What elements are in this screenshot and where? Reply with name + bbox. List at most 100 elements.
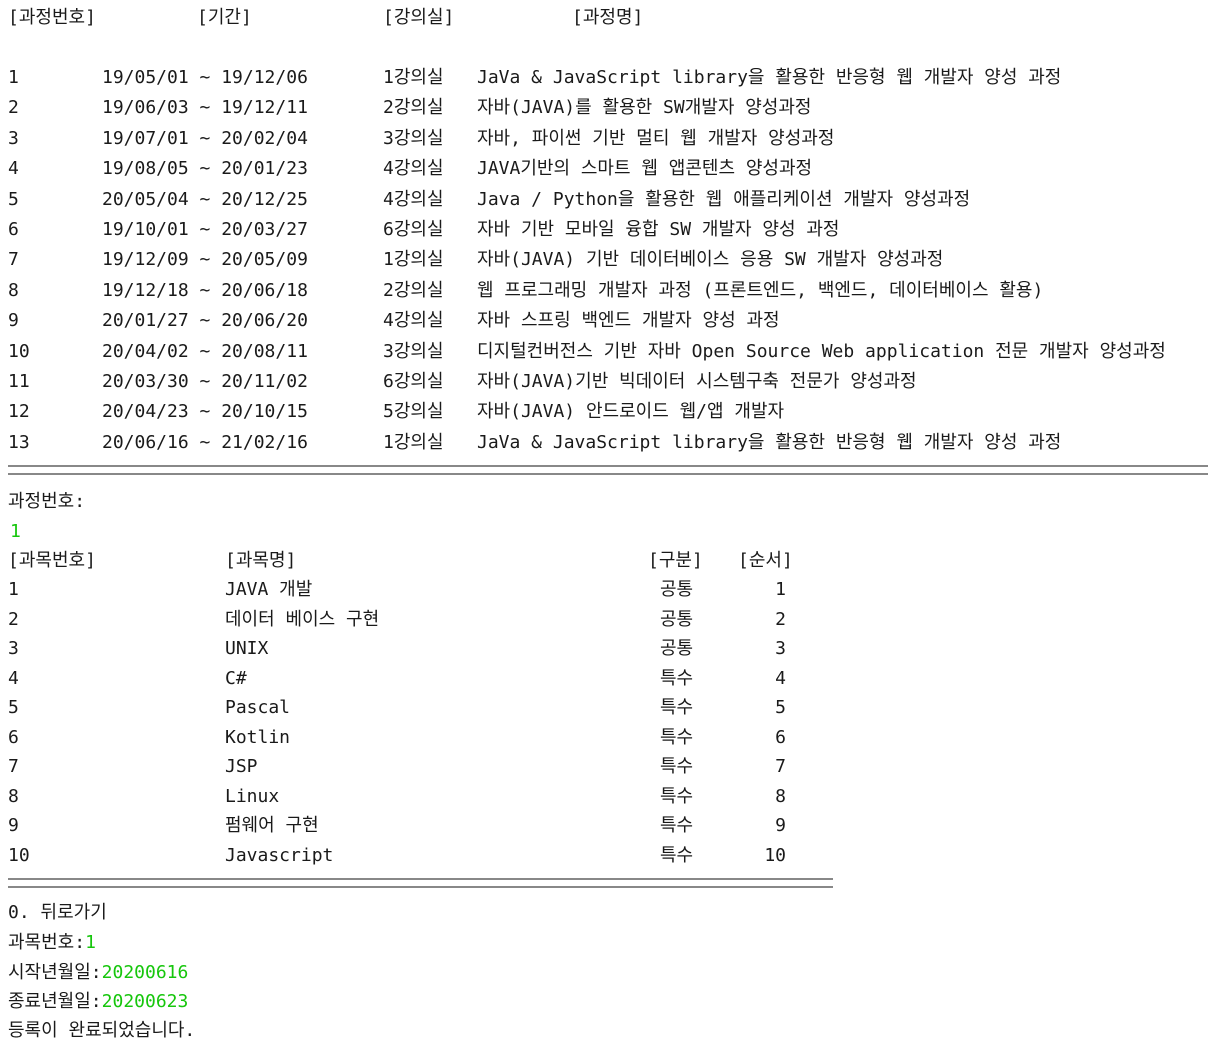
course-cell: 7 [8,249,19,271]
subject-cell: 3 [775,638,786,659]
course-cell: 4강의실 [383,310,444,332]
course-cell: 4강의실 [383,188,444,210]
subject-cell: 특수 [660,785,694,807]
subject-cell: 8 [8,785,19,807]
course-cell: 10 [8,340,30,362]
subject-cell: Pascal [225,697,291,718]
subject-cell: 2 [775,608,786,630]
course-cell: 19/05/01 ~ 19/12/06 [102,67,308,88]
course-cell: 2강의실 [383,97,444,119]
subject-cell: Javascript [225,844,334,866]
input-label: 시작년월일: [8,961,102,983]
course-cell: 2 [8,97,19,119]
course-header: [과정번호] [8,7,96,28]
course-cell: 20/04/02 ~ 20/08/11 [102,340,308,362]
course-cell: 19/10/01 ~ 20/03/27 [102,219,308,240]
course-cell: 자바(JAVA)를 활용한 SW개발자 양성과정 [477,97,812,119]
course-cell: 웹 프로그래밍 개발자 과정 (프론트엔드, 백엔드, 데이터베이스 활용) [477,279,1044,301]
course-cell: Java / Python을 활용한 웹 애플리케이션 개발자 양성과정 [477,188,971,210]
course-cell: JaVa & JavaScript library을 활용한 반응형 웹 개발자… [477,67,1062,88]
course-cell: 20/01/27 ~ 20/06/20 [102,310,308,332]
subject-cell: 2 [8,608,19,630]
course-header: [과정명] [572,7,644,28]
input-label: 과목번호: [8,932,86,953]
course-cell: 20/03/30 ~ 20/11/02 [102,371,308,392]
course-cell: 11 [8,371,30,392]
menu-item: 0. 뒤로가기 [8,902,107,923]
subject-cell: 데이터 베이스 구현 [225,608,380,630]
subject-cell: 9 [8,815,19,836]
course-cell: 8 [8,279,19,301]
course-cell: 12 [8,401,30,423]
subject-cell: 5 [775,697,786,718]
course-cell: 자바(JAVA) 기반 데이터베이스 응용 SW 개발자 양성과정 [477,249,944,271]
subject-cell: 공통 [660,638,694,659]
course-cell: 20/06/16 ~ 21/02/16 [102,431,308,453]
subject-header: [구분] [648,550,703,571]
course-cell: 19/07/01 ~ 20/02/04 [102,127,308,149]
course-header: [강의실] [383,7,455,28]
course-cell: 디지털컨버전스 기반 자바 Open Source Web applicatio… [477,340,1166,362]
course-cell: 3 [8,127,19,149]
course-cell: 3강의실 [383,340,444,362]
subject-header: [과목명] [225,550,297,571]
subject-cell: Linux [225,785,280,807]
course-cell: 자바(JAVA) 안드로이드 웹/앱 개발자 [477,401,785,423]
subject-cell: 6 [775,726,786,748]
input-value: 20200616 [101,961,189,983]
prompt-input: 1 [10,521,21,542]
subject-cell: 공통 [660,579,694,600]
message: 등록이 완료되었습니다. [8,1020,196,1041]
course-cell: 자바 기반 모바일 융합 SW 개발자 양성 과정 [477,219,840,240]
subject-cell: 9 [775,815,786,836]
subject-cell: 7 [8,756,19,777]
course-cell: JaVa & JavaScript library을 활용한 반응형 웹 개발자… [477,431,1062,453]
course-cell: 1강의실 [383,431,444,453]
input-value: 20200623 [101,991,189,1012]
subject-cell: 특수 [660,815,694,836]
course-cell: 6강의실 [383,219,444,240]
course-cell: 20/04/23 ~ 20/10/15 [102,401,308,423]
course-cell: 자바(JAVA)기반 빅데이터 시스템구축 전문가 양성과정 [477,371,917,392]
subject-cell: 5 [8,697,19,718]
subject-header: [과목번호] [8,550,96,571]
subject-cell: JSP [225,756,258,777]
subject-cell: UNIX [225,638,269,659]
subject-cell: 특수 [660,697,694,718]
subject-cell: 펌웨어 구현 [225,815,319,836]
subject-cell: 4 [8,667,19,689]
subject-cell: 특수 [660,756,694,777]
course-header: [기간] [197,7,252,28]
course-cell: JAVA기반의 스마트 웹 앱콘텐츠 양성과정 [477,158,813,180]
course-cell: 6강의실 [383,371,444,392]
course-cell: 19/12/09 ~ 20/05/09 [102,249,308,271]
subject-cell: 10 [764,844,786,866]
subject-cell: 4 [775,667,786,689]
separator [8,465,1208,475]
subject-cell: 6 [8,726,19,748]
course-cell: 19/12/18 ~ 20/06/18 [102,279,308,301]
course-cell: 6 [8,219,19,240]
course-cell: 1 [8,67,19,88]
subject-cell: 특수 [660,726,694,748]
subject-cell: C# [225,667,247,689]
input-label: 종료년월일: [8,991,102,1012]
input-value: 1 [85,932,96,953]
prompt-label: 과정번호: [8,491,86,512]
subject-cell: 특수 [660,667,694,689]
course-cell: 자바 스프링 백엔드 개발자 양성 과정 [477,310,780,332]
subject-cell: 특수 [660,844,694,866]
subject-cell: JAVA 개발 [225,579,313,600]
course-cell: 3강의실 [383,127,444,149]
course-cell: 5강의실 [383,401,444,423]
course-cell: 2강의실 [383,279,444,301]
separator [8,878,833,888]
course-cell: 4 [8,158,19,180]
subject-cell: 7 [775,756,786,777]
course-cell: 19/06/03 ~ 19/12/11 [102,97,308,119]
course-cell: 4강의실 [383,158,444,180]
course-cell: 1강의실 [383,67,444,88]
course-cell: 19/08/05 ~ 20/01/23 [102,158,308,180]
subject-cell: 3 [8,638,19,659]
